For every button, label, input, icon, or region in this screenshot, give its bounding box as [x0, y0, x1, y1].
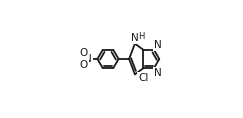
- Text: N: N: [154, 68, 162, 78]
- Text: Cl: Cl: [138, 73, 149, 83]
- Text: N: N: [154, 40, 162, 50]
- Text: H: H: [138, 32, 144, 41]
- Text: N: N: [131, 33, 139, 43]
- Text: N: N: [84, 54, 92, 64]
- Text: O: O: [80, 60, 88, 70]
- Text: O: O: [80, 48, 88, 58]
